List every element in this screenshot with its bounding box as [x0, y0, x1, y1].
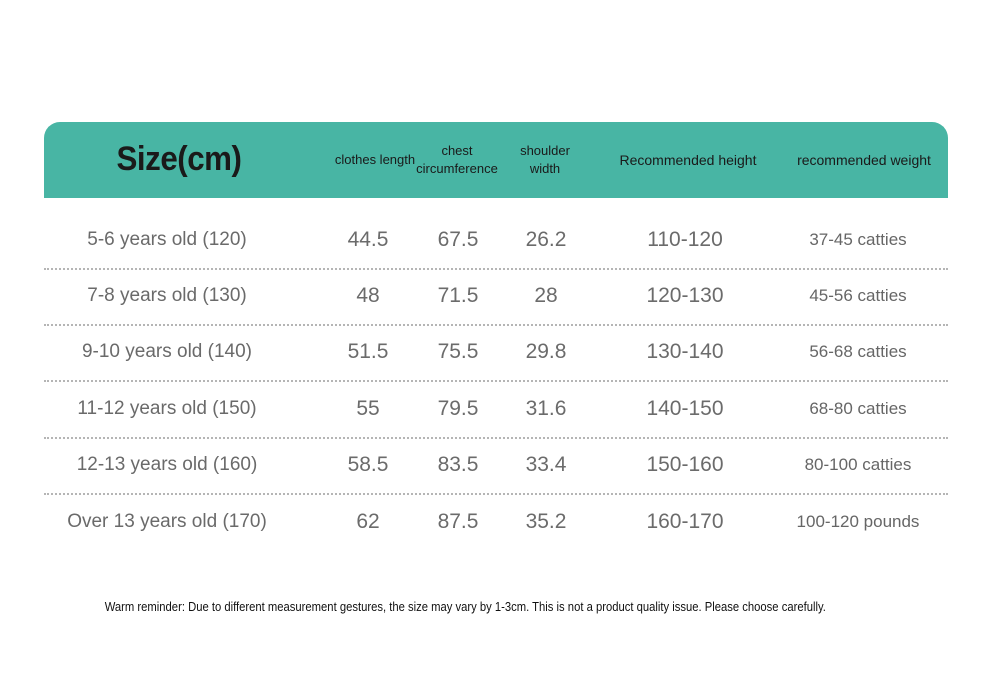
row-size: 5-6 years old (120)	[87, 229, 247, 250]
table-row: 5-6 years old (120) 44.5 67.5 26.2 110-1…	[44, 212, 948, 270]
row-clothes-length: 62	[356, 510, 380, 533]
row-shoulder: 28	[534, 284, 558, 307]
row-size: 9-10 years old (140)	[81, 341, 253, 362]
row-size: 12-13 years old (160)	[76, 454, 258, 475]
row-height: 130-140	[646, 340, 724, 363]
row-weight: 56-68 catties	[809, 342, 907, 361]
header-shoulder-line1: shoulder	[520, 143, 570, 159]
row-chest: 75.5	[437, 340, 479, 363]
row-clothes-length: 51.5	[347, 340, 389, 363]
row-weight: 45-56 catties	[809, 286, 907, 305]
header-shoulder-line2: width	[529, 161, 561, 176]
row-chest: 87.5	[437, 510, 479, 533]
row-weight: 100-120 pounds	[796, 512, 920, 531]
row-chest: 83.5	[437, 453, 479, 476]
table-row: Over 13 years old (170) 62 87.5 35.2 160…	[44, 494, 948, 550]
table-row: 11-12 years old (150) 55 79.5 31.6 140-1…	[44, 381, 948, 439]
row-height: 150-160	[646, 453, 724, 476]
row-shoulder: 29.8	[525, 340, 567, 363]
row-chest: 67.5	[437, 228, 479, 251]
table-row: 12-13 years old (160) 58.5 83.5 33.4 150…	[44, 437, 948, 495]
row-height: 120-130	[646, 284, 724, 307]
row-height: 140-150	[646, 397, 724, 420]
row-size: 7-8 years old (130)	[87, 285, 247, 306]
table-row: 9-10 years old (140) 51.5 75.5 29.8 130-…	[44, 324, 948, 382]
table-header: Size(cm) clothes length chest circumfere…	[44, 122, 948, 198]
row-height: 160-170	[646, 510, 724, 533]
row-height: 110-120	[647, 228, 723, 251]
row-weight: 80-100 catties	[804, 455, 912, 474]
row-shoulder: 31.6	[525, 397, 567, 420]
row-chest: 79.5	[437, 397, 479, 420]
header-size: Size(cm)	[116, 140, 242, 179]
row-size: 11-12 years old (150)	[77, 398, 257, 419]
row-shoulder: 26.2	[525, 228, 567, 251]
row-shoulder: 35.2	[525, 510, 567, 533]
header-chest-circumference: chest circumference	[412, 122, 502, 198]
header-chest-line1: chest	[441, 143, 473, 159]
header-chest-line2: circumference	[416, 161, 498, 176]
row-weight: 37-45 catties	[809, 230, 907, 249]
row-clothes-length: 58.5	[347, 453, 389, 476]
row-clothes-length: 44.5	[347, 228, 389, 251]
row-size: Over 13 years old (170)	[67, 511, 267, 532]
warm-reminder-note: Warm reminder: Due to different measurem…	[104, 600, 826, 614]
header-recommended-weight: recommended weight	[797, 151, 931, 168]
header-recommended-height: Recommended height	[619, 151, 757, 168]
row-clothes-length: 48	[356, 284, 380, 307]
table-row: 7-8 years old (130) 48 71.5 28 120-130 4…	[44, 268, 948, 326]
header-clothes-length: clothes length	[334, 152, 416, 168]
row-clothes-length: 55	[356, 397, 380, 420]
row-weight: 68-80 catties	[809, 399, 907, 418]
row-chest: 71.5	[437, 284, 479, 307]
header-shoulder-width: shoulder width	[504, 122, 586, 198]
row-shoulder: 33.4	[525, 453, 567, 476]
